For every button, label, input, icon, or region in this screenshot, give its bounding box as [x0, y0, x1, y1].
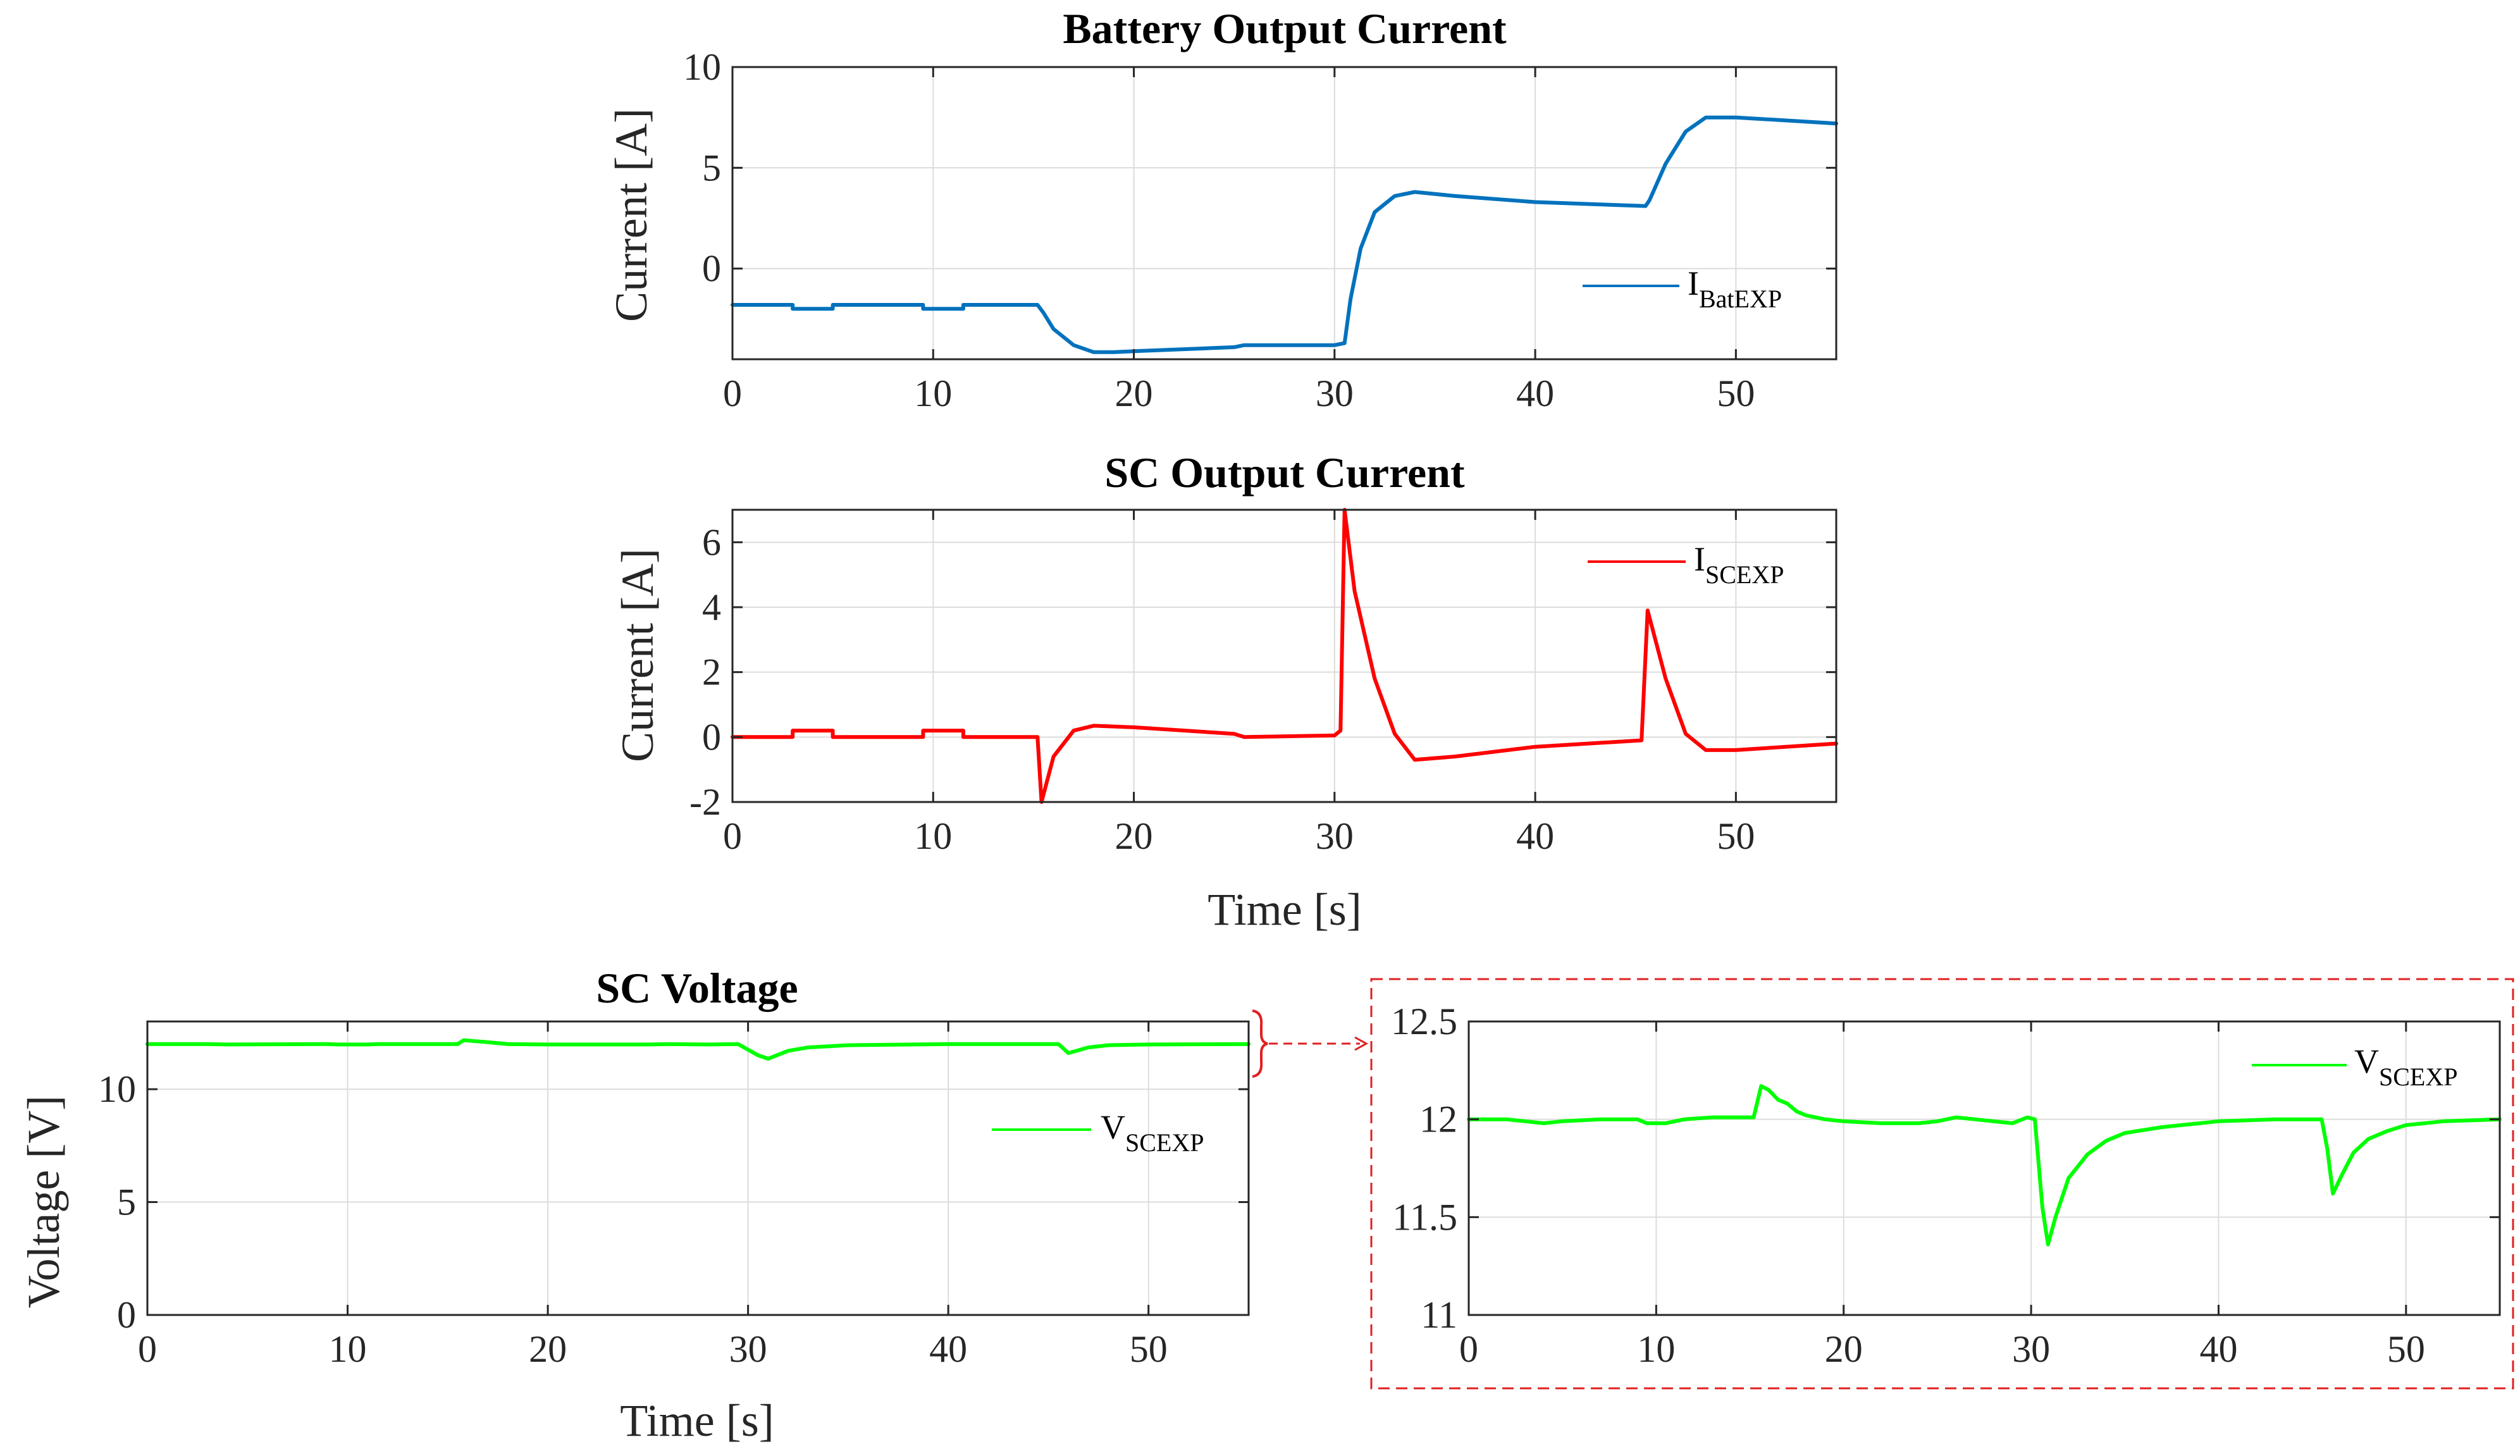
zoom-arrow-head — [1354, 1036, 1369, 1051]
sc-current-y-axis-label: Current [A] — [612, 548, 663, 762]
battery-x-tick-label: 40 — [1516, 373, 1554, 414]
battery-y-axis-label: Current [A] — [606, 108, 657, 322]
sc-voltage-x-tick-label: 0 — [138, 1328, 157, 1370]
sc-voltage-legend: VSCEXP — [992, 1108, 1204, 1157]
sc-voltage-y-tick-label: 5 — [117, 1181, 136, 1223]
battery-x-tick-label: 30 — [1316, 373, 1354, 414]
sc-voltage-x-axis-label: Time [s] — [620, 1395, 774, 1446]
sc-voltage-zoom-legend: VSCEXP — [2252, 1042, 2458, 1091]
sc-voltage-zoom-plot-area — [1467, 1084, 2502, 1247]
sc-current-x-tick-label: 0 — [723, 815, 742, 857]
sc-voltage-zoom-axes-box — [1467, 1020, 2501, 1316]
sc-voltage-zoom-legend-label: V — [2354, 1042, 2379, 1080]
sc-voltage-plot-area — [145, 1038, 1251, 1061]
sc-voltage-zoom-y-tick-label: 12 — [1419, 1099, 1457, 1140]
sc-current-axes-box — [731, 509, 1838, 803]
sc-current-x-tick-label: 30 — [1316, 815, 1354, 857]
battery-chart-title: Battery Output Current — [1063, 4, 1507, 52]
battery-x-tick-label: 10 — [914, 373, 952, 414]
sc-current-x-tick-label: 40 — [1516, 815, 1554, 857]
sc-current-legend-label: I — [1694, 540, 1705, 578]
sc-current-legend-text: ISCEXP — [1694, 540, 1784, 589]
battery-y-tick-label: 0 — [702, 248, 721, 290]
sc-current-y-tick-label: 4 — [702, 586, 721, 628]
sc-voltage-zoom-legend-sub: SCEXP — [2379, 1063, 2458, 1091]
sc-voltage-zoom-y-tick-label: 11 — [1421, 1294, 1457, 1336]
battery-series-line — [731, 115, 1838, 354]
sc-voltage-y-tick-label: 0 — [117, 1294, 136, 1336]
sc-current-y-tick-label: -2 — [689, 781, 721, 823]
battery-legend-text: IBatEXP — [1688, 264, 1782, 313]
sc-current-x-ticks: 0 10 20 30 40 50 — [723, 510, 1755, 857]
sc-voltage-chart: SC Voltage Voltage [V] Time [s] 0 10 20 30 4… — [18, 964, 1251, 1446]
sc-voltage-x-tick-label: 40 — [929, 1328, 967, 1370]
sc-voltage-y-ticks: 0 5 10 — [98, 1068, 1249, 1336]
sc-voltage-zoom-y-ticks: 11 11.5 12 12.5 — [1391, 1001, 2500, 1336]
sc-current-legend: ISCEXP — [1588, 540, 1784, 589]
battery-x-ticks: 0 10 20 30 40 50 — [723, 67, 1755, 414]
sc-current-x-tick-label: 50 — [1717, 815, 1755, 857]
sc-voltage-zoom-x-ticks: 0 10 20 30 40 50 — [1459, 1021, 2425, 1370]
battery-x-tick-label: 50 — [1717, 373, 1755, 414]
battery-legend-label: I — [1688, 264, 1699, 302]
battery-chart: Battery Output Current Current [A] 0 10 20… — [606, 4, 1838, 414]
sc-current-y-tick-label: 6 — [702, 521, 721, 563]
sc-voltage-zoom-x-tick-label: 0 — [1459, 1328, 1478, 1370]
sc-voltage-zoom-x-tick-label: 30 — [2012, 1328, 2050, 1370]
sc-voltage-zoom-x-tick-label: 10 — [1637, 1328, 1675, 1370]
sc-current-y-ticks: -2 0 2 4 6 — [689, 521, 1836, 823]
sc-voltage-legend-sub: SCEXP — [1125, 1128, 1204, 1157]
sc-voltage-zoom-x-tick-label: 40 — [2199, 1328, 2237, 1370]
sc-voltage-zoom-x-tick-label: 20 — [1825, 1328, 1863, 1370]
battery-y-ticks: 0 5 10 — [683, 46, 1836, 290]
sc-current-y-tick-label: 2 — [702, 651, 721, 693]
sc-voltage-zoom-chart: 0 10 20 30 40 50 11 11.5 12 12.5 VSCEXP — [1391, 1001, 2502, 1370]
zoom-annotation — [1252, 978, 2514, 1390]
sc-current-x-axis-label: Time [s] — [1208, 884, 1361, 935]
sc-current-y-tick-label: 0 — [702, 716, 721, 758]
zoom-brace — [1252, 1009, 1268, 1078]
battery-legend: IBatEXP — [1583, 264, 1782, 313]
sc-current-grid — [732, 510, 1836, 802]
battery-grid — [732, 67, 1836, 359]
sc-voltage-x-tick-label: 20 — [529, 1328, 567, 1370]
sc-current-x-tick-label: 10 — [914, 815, 952, 857]
sc-voltage-x-tick-label: 30 — [729, 1328, 767, 1370]
battery-y-tick-label: 5 — [702, 147, 721, 188]
battery-axes-box — [731, 66, 1838, 361]
battery-y-tick-label: 10 — [683, 46, 721, 88]
sc-voltage-axes-box — [146, 1020, 1250, 1316]
sc-voltage-y-axis-label: Voltage [V] — [18, 1095, 69, 1309]
battery-x-tick-label: 20 — [1115, 373, 1153, 414]
sc-voltage-y-tick-label: 10 — [98, 1068, 136, 1110]
sc-current-series-line — [731, 508, 1838, 804]
zoom-box — [1370, 978, 2514, 1390]
sc-voltage-zoom-x-tick-label: 50 — [2387, 1328, 2425, 1370]
sc-voltage-x-tick-label: 50 — [1130, 1328, 1168, 1370]
sc-current-legend-sub: SCEXP — [1705, 560, 1784, 589]
sc-voltage-legend-text: VSCEXP — [1101, 1108, 1204, 1157]
sc-current-plot-area — [731, 508, 1838, 804]
sc-current-chart: SC Output Current Current [A] Time [s] 0… — [612, 448, 1838, 935]
sc-voltage-x-ticks: 0 10 20 30 40 50 — [138, 1021, 1168, 1370]
sc-voltage-zoom-legend-text: VSCEXP — [2354, 1042, 2458, 1091]
battery-legend-sub: BatEXP — [1699, 285, 1782, 313]
sc-current-chart-title: SC Output Current — [1104, 448, 1465, 497]
sc-voltage-zoom-y-tick-label: 11.5 — [1392, 1196, 1457, 1238]
sc-voltage-x-tick-label: 10 — [329, 1328, 367, 1370]
sc-current-x-tick-label: 20 — [1115, 815, 1153, 857]
battery-plot-area — [731, 115, 1838, 354]
sc-voltage-chart-title: SC Voltage — [596, 964, 798, 1012]
battery-x-tick-label: 0 — [723, 373, 742, 414]
sc-voltage-legend-label: V — [1101, 1108, 1125, 1146]
sc-voltage-series-line — [145, 1038, 1251, 1061]
sc-voltage-zoom-series-line — [1467, 1084, 2502, 1247]
sc-voltage-zoom-y-tick-label: 12.5 — [1391, 1001, 1457, 1042]
sc-voltage-grid — [147, 1021, 1249, 1315]
